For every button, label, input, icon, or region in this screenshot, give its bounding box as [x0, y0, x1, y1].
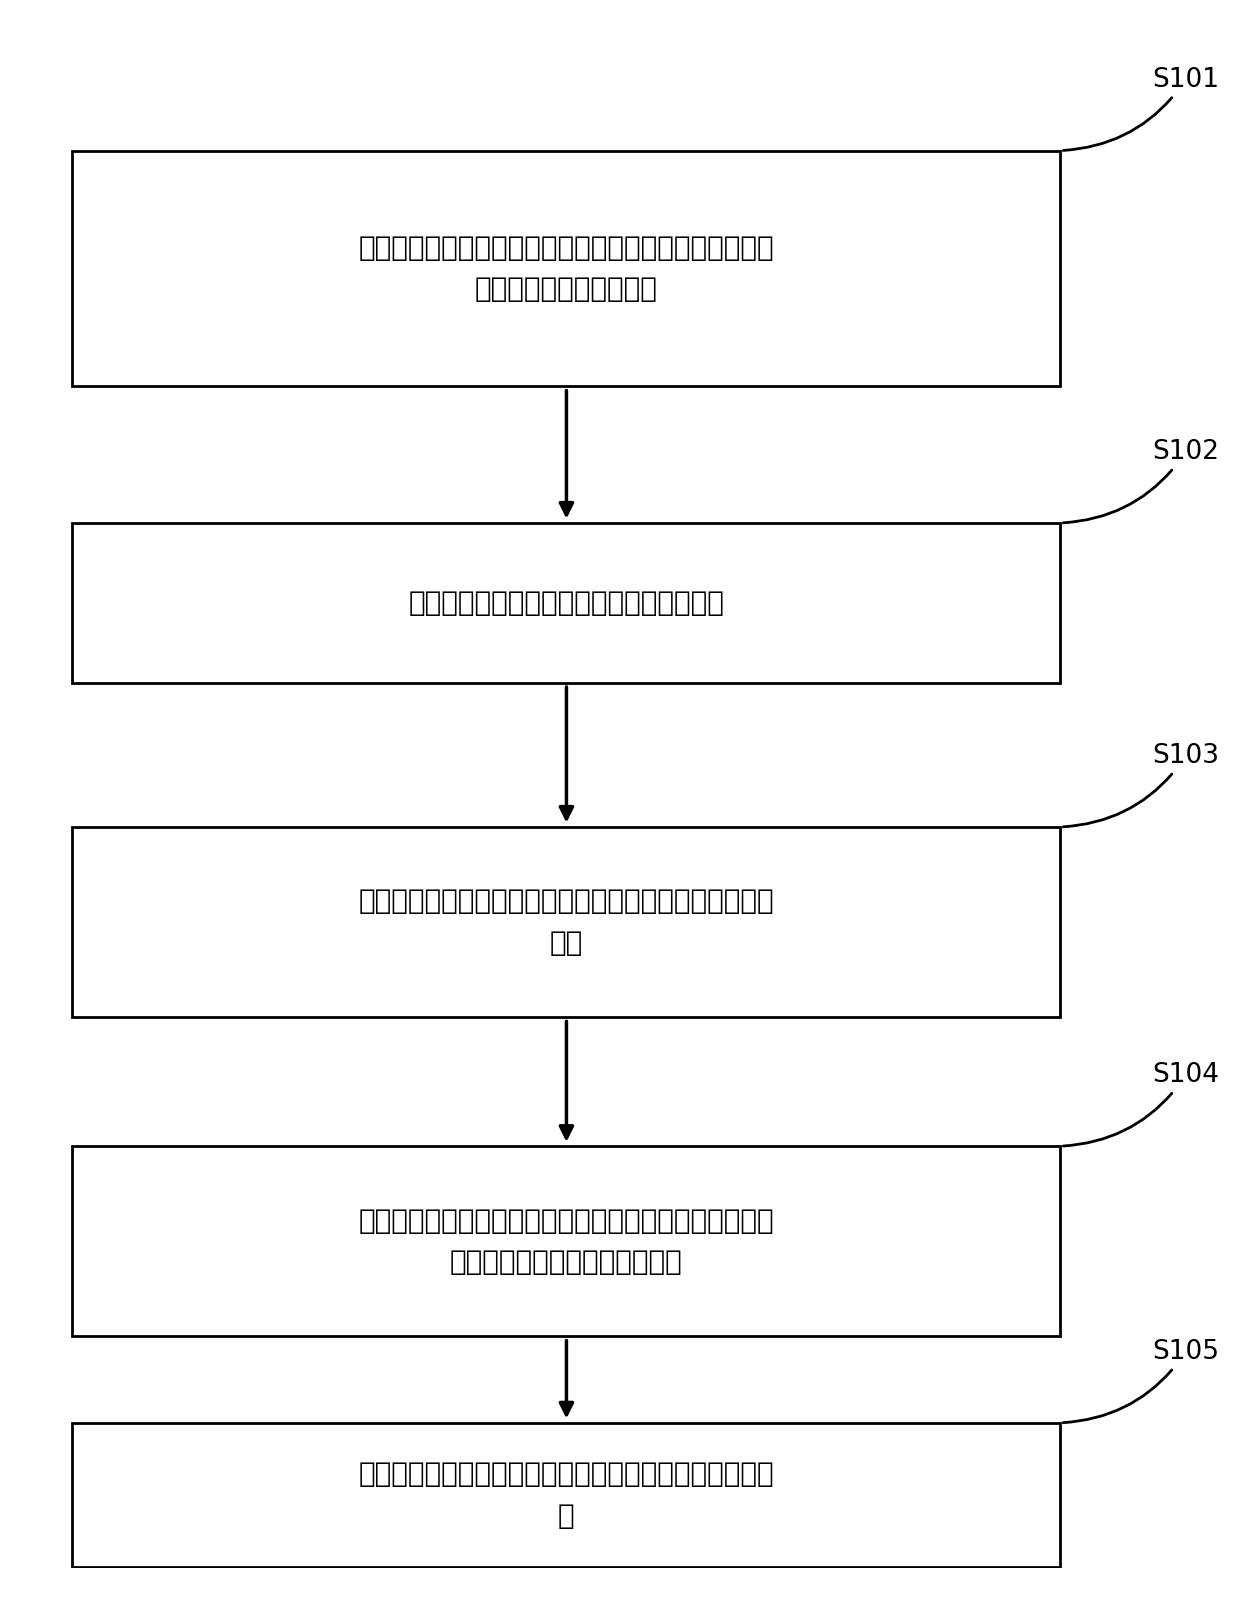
Text: S103: S103 [1063, 744, 1219, 827]
Text: 计算所述电力网络的边权重信息，并根据计算得到的所述
边权重信息计算加权模块度指标: 计算所述电力网络的边权重信息，并根据计算得到的所述 边权重信息计算加权模块度指标 [358, 1206, 774, 1275]
Bar [72, 1146, 1060, 1336]
Bar [72, 827, 1060, 1018]
Bar [72, 1422, 1060, 1568]
Bar [72, 150, 1060, 386]
Text: 根据计算得到的所述加权模块度指标输出电磁环网分区内
容: 根据计算得到的所述加权模块度指标输出电磁环网分区内 容 [358, 1461, 774, 1530]
Text: 对网络分区后的电力网络进行优化分裂处理: 对网络分区后的电力网络进行优化分裂处理 [408, 589, 724, 616]
Text: S105: S105 [1063, 1339, 1219, 1422]
Text: S102: S102 [1063, 440, 1219, 523]
Text: 计算所述电力网络中的最短路径长度矩阵和所有最短路径
数据: 计算所述电力网络中的最短路径长度矩阵和所有最短路径 数据 [358, 888, 774, 957]
Text: S101: S101 [1063, 67, 1219, 150]
Text: S104: S104 [1063, 1062, 1219, 1146]
Bar [72, 523, 1060, 683]
Text: 对电力网络进行简化，并以各枢纽变电站为中心对简化后
的电力网络进行网络分区: 对电力网络进行简化，并以各枢纽变电站为中心对简化后 的电力网络进行网络分区 [358, 234, 774, 302]
